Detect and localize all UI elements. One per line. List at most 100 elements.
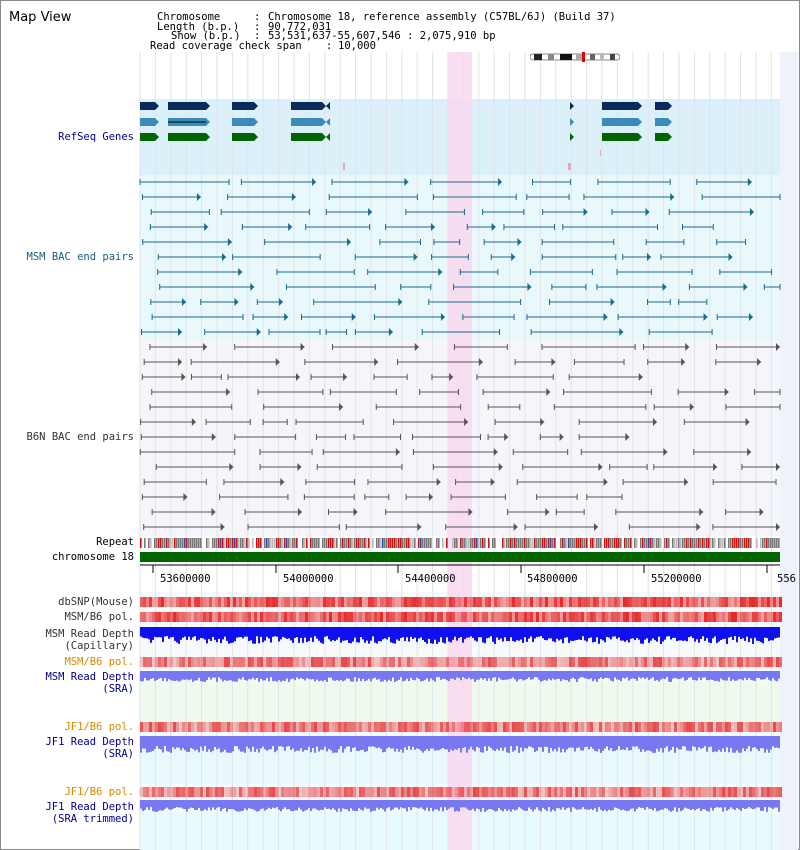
msm-sra-depth-bar <box>464 671 466 679</box>
jf1-b6-pol-density <box>149 722 152 732</box>
msm-sra-depth-bar <box>208 671 210 678</box>
jf1-b6-pol-density <box>659 722 662 732</box>
b6n-bac-pair <box>490 478 495 486</box>
msm-bac-pair <box>278 298 283 306</box>
msm-capillary-depth-bar <box>514 627 516 642</box>
msm-sra-depth-bar <box>362 671 364 679</box>
msm-b6-pol-density <box>170 657 173 667</box>
jf1-sra-depth-bar <box>722 736 724 749</box>
msm-bac-pair <box>703 313 708 321</box>
msm-sra-depth-bar <box>414 671 416 681</box>
msm-sra-depth-bar <box>716 671 718 681</box>
msm-capillary-depth-bar <box>266 627 268 637</box>
msm-capillary-depth-bar <box>724 627 726 639</box>
msm-b6-pol-density <box>752 612 755 622</box>
msm-capillary-depth-bar <box>248 627 250 642</box>
msm-sra-depth-bar <box>202 671 204 682</box>
msm-sra-depth-bar <box>372 671 374 679</box>
repeat-mark <box>484 538 486 548</box>
jf1-b6-pol-density <box>506 787 509 797</box>
jf1-b6-pol-density <box>737 787 740 797</box>
repeat-mark <box>264 538 266 548</box>
msm-capillary-depth-bar <box>636 627 638 639</box>
msm-capillary-depth-bar <box>142 627 144 638</box>
msm-capillary-depth-bar <box>758 627 760 642</box>
jf1-trimmed-depth-bar <box>556 800 558 809</box>
msm-b6-pol-density <box>656 612 659 622</box>
jf1-trimmed-depth-bar <box>690 800 692 811</box>
jf1-b6-pol-density <box>200 722 203 732</box>
msm-sra-depth-bar <box>470 671 472 680</box>
jf1-sra-depth-bar <box>644 736 646 752</box>
repeat-mark <box>600 538 602 548</box>
msm-b6-pol-density <box>158 612 161 622</box>
repeat-mark <box>582 538 584 548</box>
msm-sra-depth-bar <box>536 671 538 678</box>
jf1-trimmed-depth-bar <box>172 800 174 809</box>
repeat-mark <box>378 538 380 548</box>
msm-b6-pol-density <box>734 657 737 667</box>
jf1-sra-depth-bar <box>286 736 288 747</box>
msm-b6-pol-density <box>584 657 587 667</box>
msm-b6-pol-density <box>290 612 293 622</box>
msm-sra-depth-bar <box>480 671 482 678</box>
jf1-trimmed-depth-bar <box>686 800 688 809</box>
jf1-b6-pol-density <box>437 722 440 732</box>
jf1-sra-depth-bar <box>614 736 616 751</box>
jf1-b6-pol-density <box>401 787 404 797</box>
msm-b6-pol-density <box>605 612 608 622</box>
chromosome-ideogram[interactable] <box>530 52 620 62</box>
msm-b6-pol-density <box>380 612 383 622</box>
jf1-trimmed-depth-bar <box>144 800 146 811</box>
msm-b6-pol-density <box>611 612 614 622</box>
repeat-mark <box>492 538 494 548</box>
msm-capillary-depth-bar <box>698 627 700 643</box>
msm-b6-pol-density <box>737 612 740 622</box>
jf1-b6-pol-density <box>245 722 248 732</box>
jf1-sra-depth-bar <box>322 736 324 750</box>
msm-capillary-depth-bar <box>678 627 680 641</box>
jf1-b6-pol-density <box>698 787 701 797</box>
msm-b6-pol-density <box>629 612 632 622</box>
jf1-trimmed-depth-bar <box>778 800 780 812</box>
msm-b6-pol-density <box>512 657 515 667</box>
jf1-b6-pol-density <box>518 722 521 732</box>
msm-b6-pol-density <box>485 612 488 622</box>
msm-sra-depth-bar <box>566 671 568 681</box>
jf1-sra-depth-bar <box>688 736 690 751</box>
jf1-trimmed-depth-bar <box>408 800 410 808</box>
msm-capillary-depth-bar <box>498 627 500 640</box>
jf1-b6-pol-density <box>764 787 767 797</box>
msm-b6-pol-density <box>380 657 383 667</box>
dbsnp-density <box>557 597 560 607</box>
jf1-sra-depth-bar <box>762 736 764 749</box>
msm-sra-depth-bar <box>434 671 436 682</box>
jf1-b6-pol-density <box>413 787 416 797</box>
b6n-bac-pair <box>297 508 302 516</box>
jf1-b6-pol-density <box>206 722 209 732</box>
jf1-trimmed-depth-bar <box>568 800 570 808</box>
dbsnp-density <box>539 597 542 607</box>
jf1-trimmed-depth-bar <box>268 800 270 808</box>
msm-capillary-depth-bar <box>338 627 340 638</box>
jf1-b6-pol-density <box>200 787 203 797</box>
jf1-b6-pol-density <box>263 722 266 732</box>
msm-capillary-depth-bar <box>404 627 406 642</box>
msm-sra-depth-bar <box>140 671 142 682</box>
repeat-mark <box>430 538 432 548</box>
repeat-mark <box>184 538 186 548</box>
b6n-bac-pair <box>181 373 186 381</box>
dbsnp-density <box>161 597 164 607</box>
jf1-b6-pol-density <box>650 722 653 732</box>
gene-strand-arrow <box>322 102 326 110</box>
jf1-sra-depth-bar <box>214 736 216 748</box>
msm-sra-depth-bar <box>586 671 588 679</box>
jf1-trimmed-depth-bar <box>622 800 624 810</box>
jf1-b6-pol-density <box>773 722 776 732</box>
msm-capillary-depth-bar <box>776 627 778 638</box>
msm-sra-depth-bar <box>452 671 454 679</box>
jf1-b6-pol-density <box>752 722 755 732</box>
jf1-trimmed-depth-bar <box>708 800 710 812</box>
jf1-b6-pol-density <box>194 787 197 797</box>
